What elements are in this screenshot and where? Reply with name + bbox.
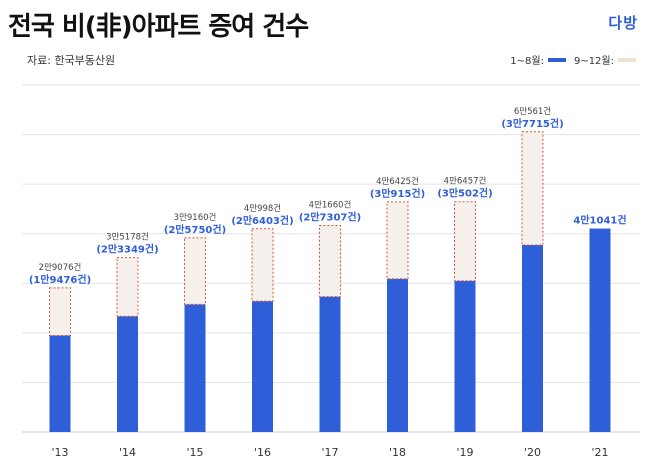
total-value-label: 2만9076건	[39, 262, 82, 273]
legend-label-sep-dec: 9~12월:	[573, 56, 614, 67]
bar-jan-aug	[589, 228, 611, 432]
bar-sep-dec	[251, 228, 274, 302]
jan-aug-value-label: (2만7307건)	[299, 210, 361, 223]
bar-jan-aug	[387, 278, 408, 432]
jan-aug-value-label: (3만502건)	[437, 187, 492, 200]
legend: 1~8월: 9~12월:	[510, 52, 636, 67]
bar-jan-aug	[319, 296, 341, 432]
legend-swatch-jan-aug	[547, 57, 566, 62]
total-value-label: 3만9160건	[174, 212, 217, 223]
bar-sep-dec	[454, 201, 476, 282]
total-value-label: 4만998건	[244, 203, 281, 214]
bar-jan-aug	[49, 335, 71, 432]
x-axis-labels: '13 '14 '15 '16 '17 '18 '19 '20 '21	[51, 446, 608, 459]
jan-aug-value-label: (3만7715건)	[501, 117, 563, 130]
bar-jan-aug	[522, 245, 543, 432]
bar-sep-dec	[386, 201, 409, 280]
jan-aug-value-label: (1만9476건)	[29, 273, 91, 286]
jan-aug-value-label: (2만6403건)	[231, 214, 293, 227]
brand-logo: 다방	[608, 14, 638, 32]
total-value-label: 3만5178건	[106, 232, 149, 243]
total-value-label: 4만6457건	[444, 176, 487, 187]
total-value-label: 6만561건	[514, 106, 551, 117]
jan-aug-value-label: (2만3349건)	[96, 243, 158, 256]
legend-label-jan-aug: 1~8월:	[510, 56, 544, 67]
bars	[49, 131, 611, 432]
x-tick-label: '21	[591, 446, 608, 459]
chart-title: 전국 비(非)아파트 증여 건수	[8, 12, 309, 42]
x-tick-label: '16	[254, 446, 271, 459]
x-tick-label: '19	[456, 446, 473, 459]
legend-swatch-sep-dec	[618, 57, 636, 62]
bar-sep-dec	[116, 257, 139, 317]
x-tick-label: '15	[186, 446, 203, 459]
value-labels: 2만9076건(1만9476건)3만5178건(2만3349건)3만9160건(…	[29, 106, 627, 286]
x-tick-label: '17	[321, 446, 338, 459]
jan-aug-value-label: 4만1041건	[573, 214, 626, 227]
bar-jan-aug	[184, 304, 206, 432]
x-tick-label: '20	[524, 446, 541, 459]
bar-sep-dec	[49, 287, 71, 336]
bar-sep-dec	[521, 131, 544, 246]
jan-aug-value-label: (2만5750건)	[164, 223, 226, 236]
x-tick-label: '13	[51, 446, 68, 459]
bar-sep-dec	[319, 224, 341, 298]
bar-jan-aug	[252, 301, 273, 432]
bar-jan-aug	[454, 280, 476, 432]
bar-sep-dec	[184, 237, 206, 305]
x-tick-label: '18	[389, 446, 406, 459]
total-value-label: 4만1660건	[309, 199, 352, 210]
total-value-label: 4만6425건	[376, 176, 419, 187]
jan-aug-value-label: (3만915건)	[370, 187, 425, 200]
x-tick-label: '14	[119, 446, 136, 459]
source-note: 자료: 한국부동산원	[27, 54, 116, 67]
bar-jan-aug	[117, 316, 138, 432]
